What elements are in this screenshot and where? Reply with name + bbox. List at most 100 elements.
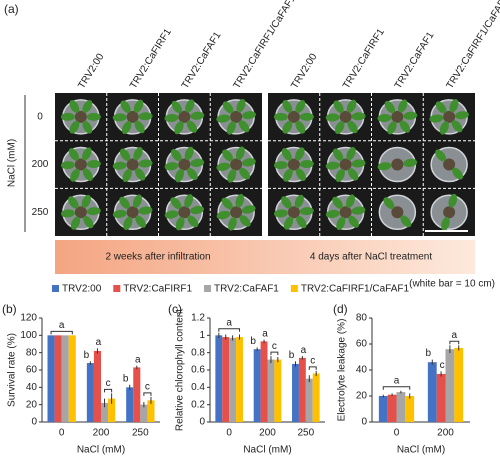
leaf	[281, 148, 292, 161]
leaf	[235, 146, 245, 160]
leaf	[170, 197, 182, 210]
leaf	[239, 167, 251, 180]
legend-swatch	[113, 285, 121, 292]
timeline-band	[55, 240, 475, 274]
leaf	[384, 100, 396, 114]
pot-center	[339, 110, 352, 123]
leaf	[86, 112, 101, 121]
pot-center	[74, 158, 87, 171]
pot-center	[443, 206, 456, 219]
leaf	[138, 206, 153, 215]
leaf	[325, 209, 340, 219]
pot-center	[391, 158, 404, 171]
bar	[427, 362, 437, 422]
legend-label: TRV2:CaFIRF1	[123, 284, 192, 295]
leaf	[346, 147, 356, 161]
leaf	[174, 121, 184, 135]
x-tick-label: 250	[297, 428, 314, 439]
leaf	[133, 99, 144, 113]
pot-center	[126, 158, 139, 171]
bracket	[218, 328, 241, 332]
column-label: TRV2:CaFIRF1/CaFAF1	[445, 0, 500, 91]
leaf	[449, 99, 459, 113]
significance-letter: a	[452, 330, 458, 341]
leaf	[216, 210, 231, 220]
y-tick-label: 0.2	[191, 399, 205, 410]
leaf	[429, 114, 444, 123]
bar	[454, 347, 464, 422]
leaf	[132, 194, 143, 208]
leaf	[86, 207, 101, 216]
leaf	[295, 100, 306, 113]
bracket	[308, 366, 317, 370]
leaf	[112, 113, 127, 122]
column-label: TRV2:CaFAF1	[393, 30, 437, 91]
leaf	[347, 120, 358, 134]
y-tick-label: 0	[199, 417, 205, 428]
bar	[68, 335, 76, 422]
pot-center	[339, 206, 352, 219]
leaf	[448, 193, 458, 208]
leaf	[112, 209, 127, 219]
y-tick-label: 20	[356, 391, 368, 402]
leaf	[222, 149, 234, 162]
leaf	[435, 149, 447, 162]
pot-center	[230, 158, 243, 171]
significance-letter: b	[123, 373, 129, 384]
scale-note: (white bar = 10 cm)	[409, 279, 495, 290]
leaf	[377, 113, 392, 123]
leaf	[190, 111, 205, 120]
leaf	[82, 120, 93, 134]
x-tick-label: 0	[394, 428, 400, 439]
leaf	[164, 162, 179, 171]
bar	[260, 341, 268, 422]
leaf	[452, 167, 464, 180]
y-tick-label: 100	[20, 330, 37, 341]
leaf	[383, 197, 395, 210]
leaf	[119, 148, 131, 161]
bar	[215, 335, 223, 422]
leaf	[227, 169, 237, 183]
y-tick-label: 0.8	[191, 347, 205, 358]
pot-center	[391, 206, 404, 219]
bar	[405, 396, 415, 422]
column-label: TRV2:CaFIRF1	[128, 27, 174, 91]
leaf	[295, 168, 306, 181]
leaf	[216, 162, 231, 171]
leaf	[216, 114, 231, 123]
legend-swatch	[52, 285, 59, 292]
significance-letter: a	[226, 317, 232, 328]
leaf	[221, 197, 233, 210]
x-tick-label: 200	[93, 428, 110, 439]
leaf	[68, 148, 79, 161]
leaf	[135, 215, 146, 228]
leaf	[134, 168, 146, 181]
legend-swatch	[290, 285, 298, 292]
leaf	[451, 120, 463, 133]
leaf	[336, 216, 346, 231]
y-tick-label: 80	[26, 347, 38, 358]
bar	[61, 335, 69, 422]
leaf	[348, 215, 359, 228]
column-label: TRV2:CaFAF1	[180, 30, 224, 91]
leaf	[120, 100, 131, 114]
leaf	[70, 168, 80, 182]
leaf	[164, 210, 179, 219]
leaf	[60, 161, 75, 170]
bracket	[382, 386, 411, 390]
significance-letter: b	[84, 350, 90, 361]
leaf	[185, 99, 195, 113]
leaf	[299, 207, 314, 216]
pot-center	[287, 110, 300, 123]
leaf	[435, 101, 447, 114]
bar	[229, 337, 237, 422]
leaf	[60, 209, 75, 218]
leaf	[345, 194, 356, 208]
bar	[253, 349, 261, 422]
significance-letter: a	[301, 345, 307, 356]
y-tick-label: 80	[356, 313, 368, 324]
leaf	[69, 100, 80, 113]
panel-label: (a)	[4, 2, 19, 16]
leaf	[332, 148, 344, 161]
y-tick-label: 40	[356, 365, 368, 376]
